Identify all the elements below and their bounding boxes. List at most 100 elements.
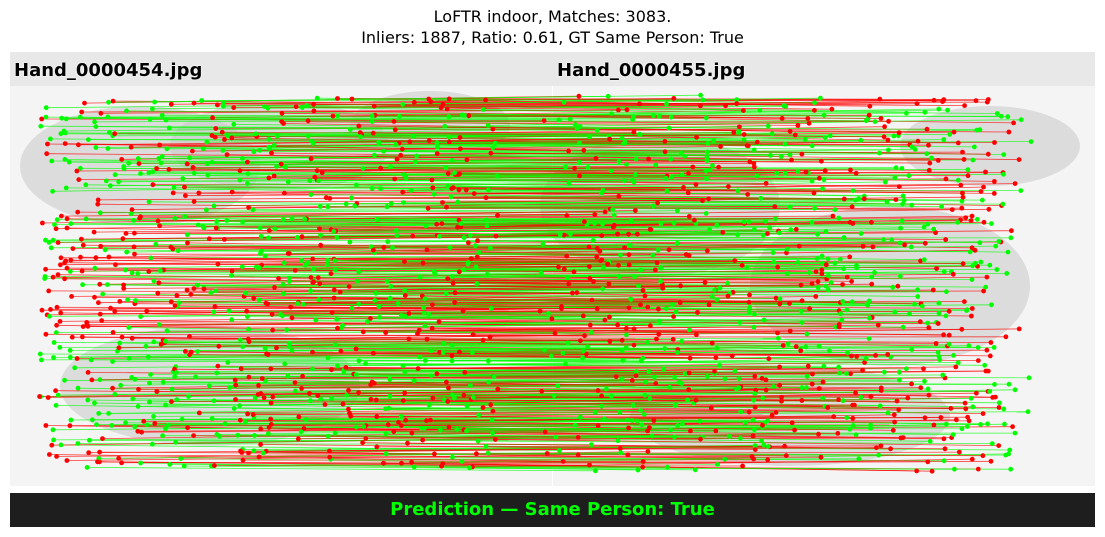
outlier-keypoint <box>213 126 219 131</box>
inlier-keypoint <box>200 146 206 152</box>
inlier-keypoint <box>785 341 791 346</box>
inlier-keypoint <box>245 181 250 186</box>
outlier-keypoint <box>942 446 948 452</box>
outlier-keypoint <box>853 170 859 176</box>
inlier-keypoint <box>664 188 670 194</box>
outlier-keypoint <box>185 425 191 431</box>
inlier-keypoint <box>877 150 882 156</box>
inlier-keypoint <box>972 144 977 150</box>
outlier-keypoint <box>685 190 691 196</box>
outlier-keypoint <box>763 181 769 186</box>
inlier-keypoint <box>836 215 842 221</box>
inlier-match-line <box>469 467 1011 470</box>
inlier-keypoint <box>781 103 787 109</box>
inlier-keypoint <box>722 376 728 382</box>
outlier-keypoint <box>595 388 601 393</box>
outlier-keypoint <box>996 405 1002 410</box>
outlier-match-line <box>189 354 691 359</box>
inlier-keypoint <box>458 221 464 227</box>
inlier-keypoint <box>675 423 680 428</box>
inlier-keypoint <box>977 240 983 246</box>
outlier-keypoint <box>440 461 446 466</box>
inlier-keypoint <box>804 331 810 337</box>
inlier-keypoint <box>619 348 625 353</box>
outlier-keypoint <box>416 327 422 333</box>
inlier-keypoint <box>837 370 843 376</box>
inlier-match-line <box>374 252 925 261</box>
inlier-keypoint <box>333 267 338 272</box>
outlier-keypoint <box>315 275 321 281</box>
outlier-keypoint <box>706 302 712 308</box>
outlier-keypoint <box>110 330 116 335</box>
outlier-keypoint <box>85 370 91 375</box>
inlier-keypoint <box>334 235 340 241</box>
title-line-2: Inliers: 1887, Ratio: 0.61, GT Same Pers… <box>361 28 744 47</box>
inlier-match-line <box>45 116 571 120</box>
outlier-keypoint <box>191 286 197 291</box>
inlier-keypoint <box>485 450 491 456</box>
outlier-keypoint <box>299 234 305 240</box>
inlier-keypoint <box>245 171 251 176</box>
inlier-keypoint <box>925 386 931 392</box>
outlier-keypoint <box>168 244 174 250</box>
outlier-keypoint <box>817 175 822 181</box>
inlier-match-line <box>58 388 607 396</box>
inlier-keypoint <box>585 165 591 170</box>
outlier-keypoint <box>322 402 328 407</box>
outlier-keypoint <box>457 349 462 355</box>
outlier-keypoint <box>922 240 928 246</box>
outlier-keypoint <box>777 364 782 370</box>
inlier-match-line <box>383 150 880 154</box>
inlier-keypoint <box>675 208 680 214</box>
inlier-keypoint <box>221 100 227 105</box>
inlier-keypoint <box>414 153 419 159</box>
outlier-keypoint <box>860 367 865 373</box>
outlier-keypoint <box>169 399 174 404</box>
inlier-keypoint <box>349 305 355 311</box>
inlier-keypoint <box>260 450 266 456</box>
inlier-keypoint <box>935 350 941 355</box>
inlier-match-line <box>87 467 596 472</box>
outlier-keypoint <box>292 268 298 273</box>
inlier-keypoint <box>209 159 215 165</box>
outlier-match-line <box>45 333 585 337</box>
inlier-keypoint <box>252 395 258 401</box>
outlier-keypoint <box>646 156 651 162</box>
outlier-keypoint <box>737 124 742 130</box>
inlier-keypoint <box>132 424 138 430</box>
inlier-keypoint <box>751 324 757 330</box>
outlier-keypoint <box>637 101 642 107</box>
inlier-keypoint <box>734 97 740 102</box>
inlier-keypoint <box>712 287 718 293</box>
outlier-keypoint <box>926 142 931 148</box>
inlier-keypoint <box>616 273 622 279</box>
inlier-keypoint <box>267 146 273 152</box>
inlier-keypoint <box>707 167 713 173</box>
inlier-keypoint <box>440 350 446 355</box>
inlier-keypoint <box>600 188 606 193</box>
outlier-keypoint <box>264 351 269 357</box>
inlier-keypoint <box>258 234 264 239</box>
inlier-keypoint <box>253 131 259 137</box>
inlier-keypoint <box>96 411 102 416</box>
outlier-keypoint <box>75 209 81 215</box>
inlier-keypoint <box>324 262 330 267</box>
outlier-keypoint <box>723 103 728 109</box>
inlier-keypoint <box>821 177 827 183</box>
inlier-keypoint <box>827 133 833 139</box>
inlier-keypoint <box>826 348 832 354</box>
inlier-keypoint <box>927 438 933 444</box>
outlier-keypoint <box>394 156 400 162</box>
outlier-keypoint <box>625 452 631 458</box>
inlier-keypoint <box>231 406 237 411</box>
inlier-keypoint <box>858 394 864 400</box>
inlier-keypoint <box>782 170 788 176</box>
inlier-keypoint <box>130 396 136 402</box>
inlier-keypoint <box>809 178 815 184</box>
outlier-keypoint <box>106 254 112 260</box>
outlier-keypoint <box>564 213 570 218</box>
inlier-keypoint <box>402 369 408 375</box>
inlier-keypoint <box>403 313 409 319</box>
inlier-keypoint <box>143 343 149 349</box>
outlier-keypoint <box>607 136 613 142</box>
